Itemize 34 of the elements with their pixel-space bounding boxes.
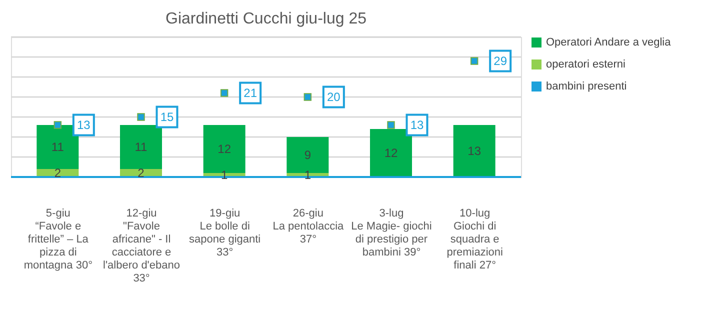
data-label: 21 (244, 86, 258, 100)
data-label: 11 (51, 140, 64, 154)
bar (370, 129, 412, 177)
point (220, 89, 228, 97)
x-tick-label: 5-giu “Favole e frittelle” – La pizza di montagna 30° (24, 208, 92, 272)
data-label: 12 (218, 142, 232, 156)
x-tick-label: 10-lug Giochi di squadra e premiazioni finali 27° (446, 208, 503, 272)
point (54, 121, 62, 129)
point (387, 121, 395, 129)
data-label: 13 (410, 118, 424, 132)
data-label: 13 (76, 118, 91, 132)
bar (120, 125, 162, 169)
bar (453, 125, 496, 177)
x-tick-label: 19-giu Le bolle di sapone giganti 33° (189, 208, 261, 258)
legend-label: Operatori Andare a veglia (546, 36, 672, 48)
point (470, 57, 478, 65)
data-label: 12 (384, 146, 398, 160)
data-label: 13 (468, 144, 482, 158)
data-label: 29 (494, 54, 508, 68)
point (137, 113, 145, 121)
chart-title: Giardinetti Cucchi giu-lug 25 (166, 10, 367, 28)
data-label: 15 (160, 110, 174, 124)
legend-label: bambini presenti (546, 80, 627, 92)
data-label: 11 (134, 140, 148, 154)
data-label: 9 (304, 148, 312, 162)
x-tick-label: 26-giu La pentolaccia 37° (272, 208, 345, 246)
data-label: 20 (326, 90, 341, 104)
x-tick-label: 3-lug Le Magie- giochi di prestigio per bambini 39° (351, 208, 432, 258)
bar (36, 125, 79, 169)
data-label: 1 (304, 168, 312, 182)
x-tick-label: 12-giu "Favole africane" - Il cacciatore e l'albero d'ebano 33° (103, 208, 180, 284)
data-label: 1 (220, 168, 228, 182)
point (304, 93, 312, 101)
legend-label: operatori esterni (546, 58, 626, 70)
